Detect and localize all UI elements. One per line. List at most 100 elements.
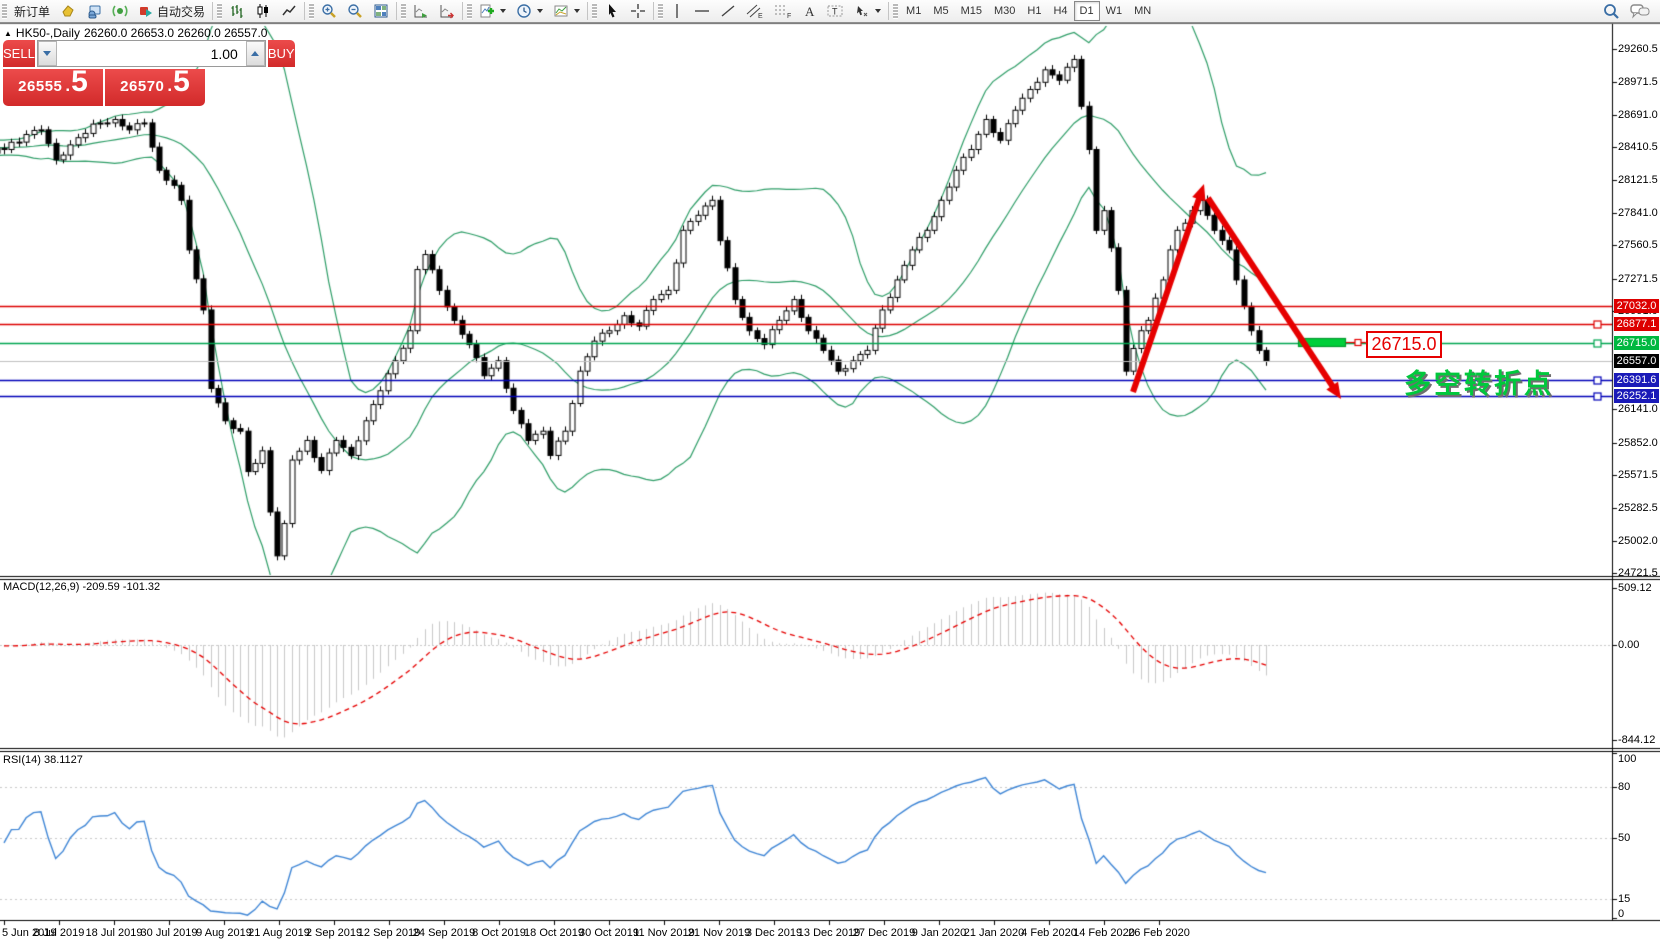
turning-point-note[interactable]: 多空转折点 [1404, 369, 1554, 399]
x-axis-label: 21 Nov 2019 [687, 927, 751, 939]
equidistant-channel-icon[interactable]: E [741, 0, 769, 22]
y-axis-label: 26141.0 [1618, 403, 1658, 416]
y-axis-label: 28410.5 [1618, 141, 1658, 154]
tile-windows-icon[interactable] [368, 0, 394, 22]
auto-trading-button[interactable]: 自动交易 [133, 0, 210, 22]
timeframe-m15[interactable]: M15 [960, 5, 982, 17]
x-axis-label: 11 Nov 2019 [633, 927, 695, 939]
x-axis-label: 12 Sep 2019 [357, 927, 421, 939]
vertical-line-icon[interactable] [665, 0, 689, 22]
one-click-trading-panel: SELL BUY 26555.5 26570.5 [3, 40, 295, 106]
timeframe-w1[interactable]: W1 [1105, 5, 1123, 17]
auto-trading-label: 自动交易 [157, 4, 206, 19]
timeframe-m1[interactable]: M1 [906, 5, 922, 17]
sell-button[interactable]: SELL [3, 40, 35, 67]
text-label-icon[interactable]: T [821, 0, 849, 22]
signals-icon[interactable] [107, 0, 133, 22]
timeframe-h1[interactable]: H1 [1027, 5, 1042, 17]
buy-label: BUY [267, 46, 295, 61]
volume-increase-button[interactable] [245, 41, 265, 66]
zoom-out-icon[interactable] [342, 0, 368, 22]
search-icon[interactable] [1603, 3, 1620, 20]
auto-scroll-icon[interactable] [408, 0, 434, 22]
toolbar-grip [2, 3, 7, 19]
indicator-axis-label: 100 [1618, 753, 1637, 765]
timeframe-bar: M1 M5 M15 M30 H1 H4 D1 W1 MN [900, 1, 1157, 21]
timeframe-mn[interactable]: MN [1134, 5, 1152, 17]
volume-decrease-button[interactable] [37, 41, 57, 66]
text-icon[interactable]: A [797, 0, 821, 22]
volume-input[interactable] [56, 41, 246, 66]
timeframe-h4[interactable]: H4 [1053, 5, 1068, 17]
cursor-icon[interactable] [599, 0, 625, 22]
price-tag-26252.1[interactable]: 26252.1 [1614, 389, 1659, 404]
chart-ohlc: 26260.0 26653.0 26260.0 26557.0 [83, 26, 268, 40]
chart-symbol: HK50-,Daily [15, 26, 80, 40]
symbol-triangle-icon: ▲ [4, 28, 12, 38]
x-axis-label: 2 Sep 2019 [305, 927, 363, 939]
y-axis-label: 25571.5 [1618, 468, 1658, 481]
x-axis-label: 8 Jul 2019 [33, 927, 85, 939]
templates-icon[interactable] [548, 0, 585, 22]
indicator-axis-label: 0.00 [1618, 639, 1640, 651]
buy-price-pip: 5 [173, 65, 190, 98]
x-axis-label: 18 Jul 2019 [85, 927, 143, 939]
price-tag-27032.0[interactable]: 27032.0 [1614, 299, 1659, 314]
market-watch-icon[interactable] [55, 0, 81, 22]
indicator-axis-label: 15 [1618, 892, 1631, 905]
price-level-annotation[interactable]: 26715.0 [1366, 331, 1442, 358]
expert-advisors-icon[interactable] [81, 0, 107, 22]
main-toolbar: 新订单 自动交易 [0, 0, 1660, 23]
x-axis-label: 9 Aug 2019 [196, 927, 252, 939]
chart-title: ▲ HK50-,Daily 26260.0 26653.0 26260.0 26… [4, 26, 267, 40]
buy-price-int: 26570 [120, 78, 165, 95]
new-order-button[interactable]: 新订单 [9, 0, 55, 22]
down-arrow-icon [43, 51, 52, 56]
macd-label: MACD(12,26,9) -209.59 -101.32 [3, 581, 161, 593]
y-axis-label: 25282.5 [1618, 502, 1658, 515]
buy-price-button[interactable]: 26570. 5 [105, 65, 205, 106]
x-axis-label: 27 Dec 2019 [852, 927, 916, 939]
svg-text:T: T [832, 7, 838, 17]
timeframe-m30[interactable]: M30 [994, 5, 1016, 17]
candlestick-chart-icon[interactable] [250, 0, 276, 22]
price-tag-26877.1[interactable]: 26877.1 [1614, 317, 1659, 332]
crosshair-icon[interactable] [625, 0, 651, 22]
chart-shift-icon[interactable] [434, 0, 460, 22]
sell-price-int: 26555 [18, 78, 63, 95]
x-axis-label: 3 Dec 2019 [745, 927, 803, 939]
line-chart-icon[interactable] [276, 0, 302, 22]
indicators-icon[interactable] [474, 0, 511, 22]
sell-price-pip: 5 [71, 65, 88, 98]
timeframe-m5[interactable]: M5 [933, 5, 949, 17]
arrows-icon[interactable] [849, 0, 886, 22]
periods-icon[interactable] [511, 0, 548, 22]
x-axis-label: 21 Aug 2019 [248, 927, 310, 939]
price-tag-26715.0[interactable]: 26715.0 [1614, 335, 1659, 350]
horizontal-line-icon[interactable] [689, 0, 715, 22]
y-axis-label: 25002.0 [1618, 534, 1658, 547]
y-axis-label: 24721.5 [1618, 567, 1658, 579]
new-order-label: 新订单 [14, 4, 51, 19]
price-tag-26391.6[interactable]: 26391.6 [1614, 373, 1659, 388]
y-axis-label: 25852.0 [1618, 436, 1658, 449]
trendline-icon[interactable] [715, 0, 741, 22]
price-tag-26557.0: 26557.0 [1614, 354, 1659, 369]
x-axis-label: 30 Jul 2019 [140, 927, 198, 939]
x-axis-label: 21 Jan 2020 [963, 927, 1025, 939]
svg-text:A: A [805, 4, 815, 19]
indicator-axis-label: 50 [1618, 832, 1631, 845]
timeframe-d1[interactable]: D1 [1073, 1, 1100, 21]
fibonacci-icon[interactable]: F [769, 0, 797, 22]
indicator-axis-label: 0 [1618, 908, 1625, 920]
up-arrow-icon [251, 51, 260, 56]
buy-button[interactable]: BUY [267, 40, 295, 67]
sell-label: SELL [3, 46, 35, 61]
bar-chart-icon[interactable] [224, 0, 250, 22]
zoom-in-icon[interactable] [316, 0, 342, 22]
y-axis-label: 29260.5 [1618, 43, 1658, 55]
y-axis-label: 28971.5 [1618, 76, 1658, 89]
sell-price-button[interactable]: 26555. 5 [3, 65, 103, 106]
chat-icon[interactable] [1630, 3, 1650, 19]
